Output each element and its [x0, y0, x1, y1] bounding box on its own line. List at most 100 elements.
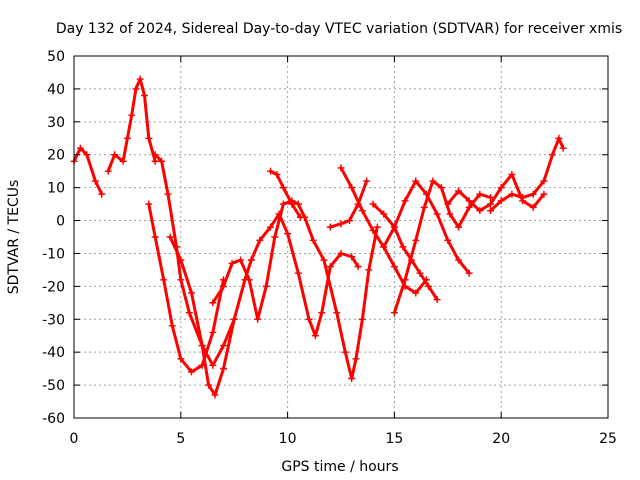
data-point [412, 236, 420, 244]
series-arc-b [104, 75, 159, 175]
data-point [540, 190, 548, 198]
data-point [346, 217, 354, 225]
y-tick-label: 20 [47, 148, 65, 164]
data-point [363, 177, 371, 185]
data-point [145, 200, 153, 208]
data-point [320, 256, 328, 264]
y-tick-label: -50 [42, 378, 65, 394]
series-line [168, 235, 253, 397]
data-point [390, 263, 398, 271]
data-point [352, 355, 360, 363]
data-point [111, 151, 119, 159]
data-point [390, 223, 398, 231]
ticks: -60 -50 -40 -30 -20 -10 0 10 20 30 40 50 0 5 10 15 20 25 [42, 49, 617, 447]
x-axis-label: GPS time / hours [281, 459, 398, 475]
data-point [401, 276, 409, 284]
data-point [508, 190, 516, 198]
y-axis-label: SDTVAR / TECUs [6, 180, 22, 295]
data-point [487, 200, 495, 208]
data-point [284, 230, 292, 238]
data-point [151, 157, 159, 165]
data-point [309, 236, 317, 244]
data-point [166, 233, 174, 241]
data-point [123, 134, 131, 142]
data-point [326, 263, 334, 271]
y-tick-label: 40 [47, 82, 65, 98]
data-point [220, 365, 228, 373]
data-point [254, 315, 262, 323]
data-point [256, 236, 264, 244]
data-point [151, 233, 159, 241]
y-tick-label: -40 [42, 345, 65, 361]
y-tick-label: 50 [47, 49, 65, 65]
data-point [337, 249, 345, 257]
data-point [412, 177, 420, 185]
data-point [160, 276, 168, 284]
data-point [416, 269, 424, 277]
data-point [177, 276, 185, 284]
data-point [205, 381, 213, 389]
data-point [177, 256, 185, 264]
data-point [132, 85, 140, 93]
data-point [365, 266, 373, 274]
data-point [476, 190, 484, 198]
y-tick-label: 10 [47, 181, 65, 197]
data-point [454, 187, 462, 195]
data-point [140, 91, 148, 99]
data-point [348, 253, 356, 261]
y-tick-label: -20 [42, 279, 65, 295]
data-point [497, 197, 505, 205]
data-point [279, 184, 287, 192]
data-point [444, 236, 452, 244]
data-point [275, 210, 283, 218]
data-point [433, 210, 441, 218]
data-point [508, 170, 516, 178]
data-point [337, 164, 345, 172]
data-point [158, 157, 166, 165]
data-point [433, 296, 441, 304]
data-point [326, 223, 334, 231]
plot-frame [73, 55, 609, 419]
data-point [476, 207, 484, 215]
series-arc-m [380, 177, 473, 277]
data-point [369, 200, 377, 208]
series-line [106, 77, 157, 173]
data-point [487, 194, 495, 202]
data-point [348, 184, 356, 192]
data-point [465, 269, 473, 277]
series-arc-p [487, 134, 567, 215]
data-point [311, 332, 319, 340]
data-point [555, 134, 563, 142]
data-point [540, 177, 548, 185]
data-point [237, 256, 245, 264]
data-point [444, 200, 452, 208]
x-tick-label: 15 [385, 431, 403, 447]
data-point [354, 263, 362, 271]
data-point [437, 184, 445, 192]
x-tick-label: 25 [599, 431, 617, 447]
data-point [177, 355, 185, 363]
series-arc-i [294, 200, 381, 383]
data-point [519, 194, 527, 202]
data-point [247, 256, 255, 264]
data-point [529, 190, 537, 198]
data-point [429, 177, 437, 185]
data-point [151, 151, 159, 159]
data-point [98, 190, 106, 198]
data-point [420, 203, 428, 211]
data-point [454, 256, 462, 264]
x-tick-label: 0 [70, 431, 79, 447]
y-tick-label: 30 [47, 115, 65, 131]
data-point [305, 315, 313, 323]
data-point [446, 210, 454, 218]
data-point [230, 315, 238, 323]
series-arc-h [267, 167, 304, 221]
data-point [559, 144, 567, 152]
y-tick-label: -30 [42, 312, 65, 328]
data-point [168, 322, 176, 330]
data-point [209, 299, 217, 307]
data-point [373, 223, 381, 231]
data-point [119, 157, 127, 165]
data-point [487, 207, 495, 215]
